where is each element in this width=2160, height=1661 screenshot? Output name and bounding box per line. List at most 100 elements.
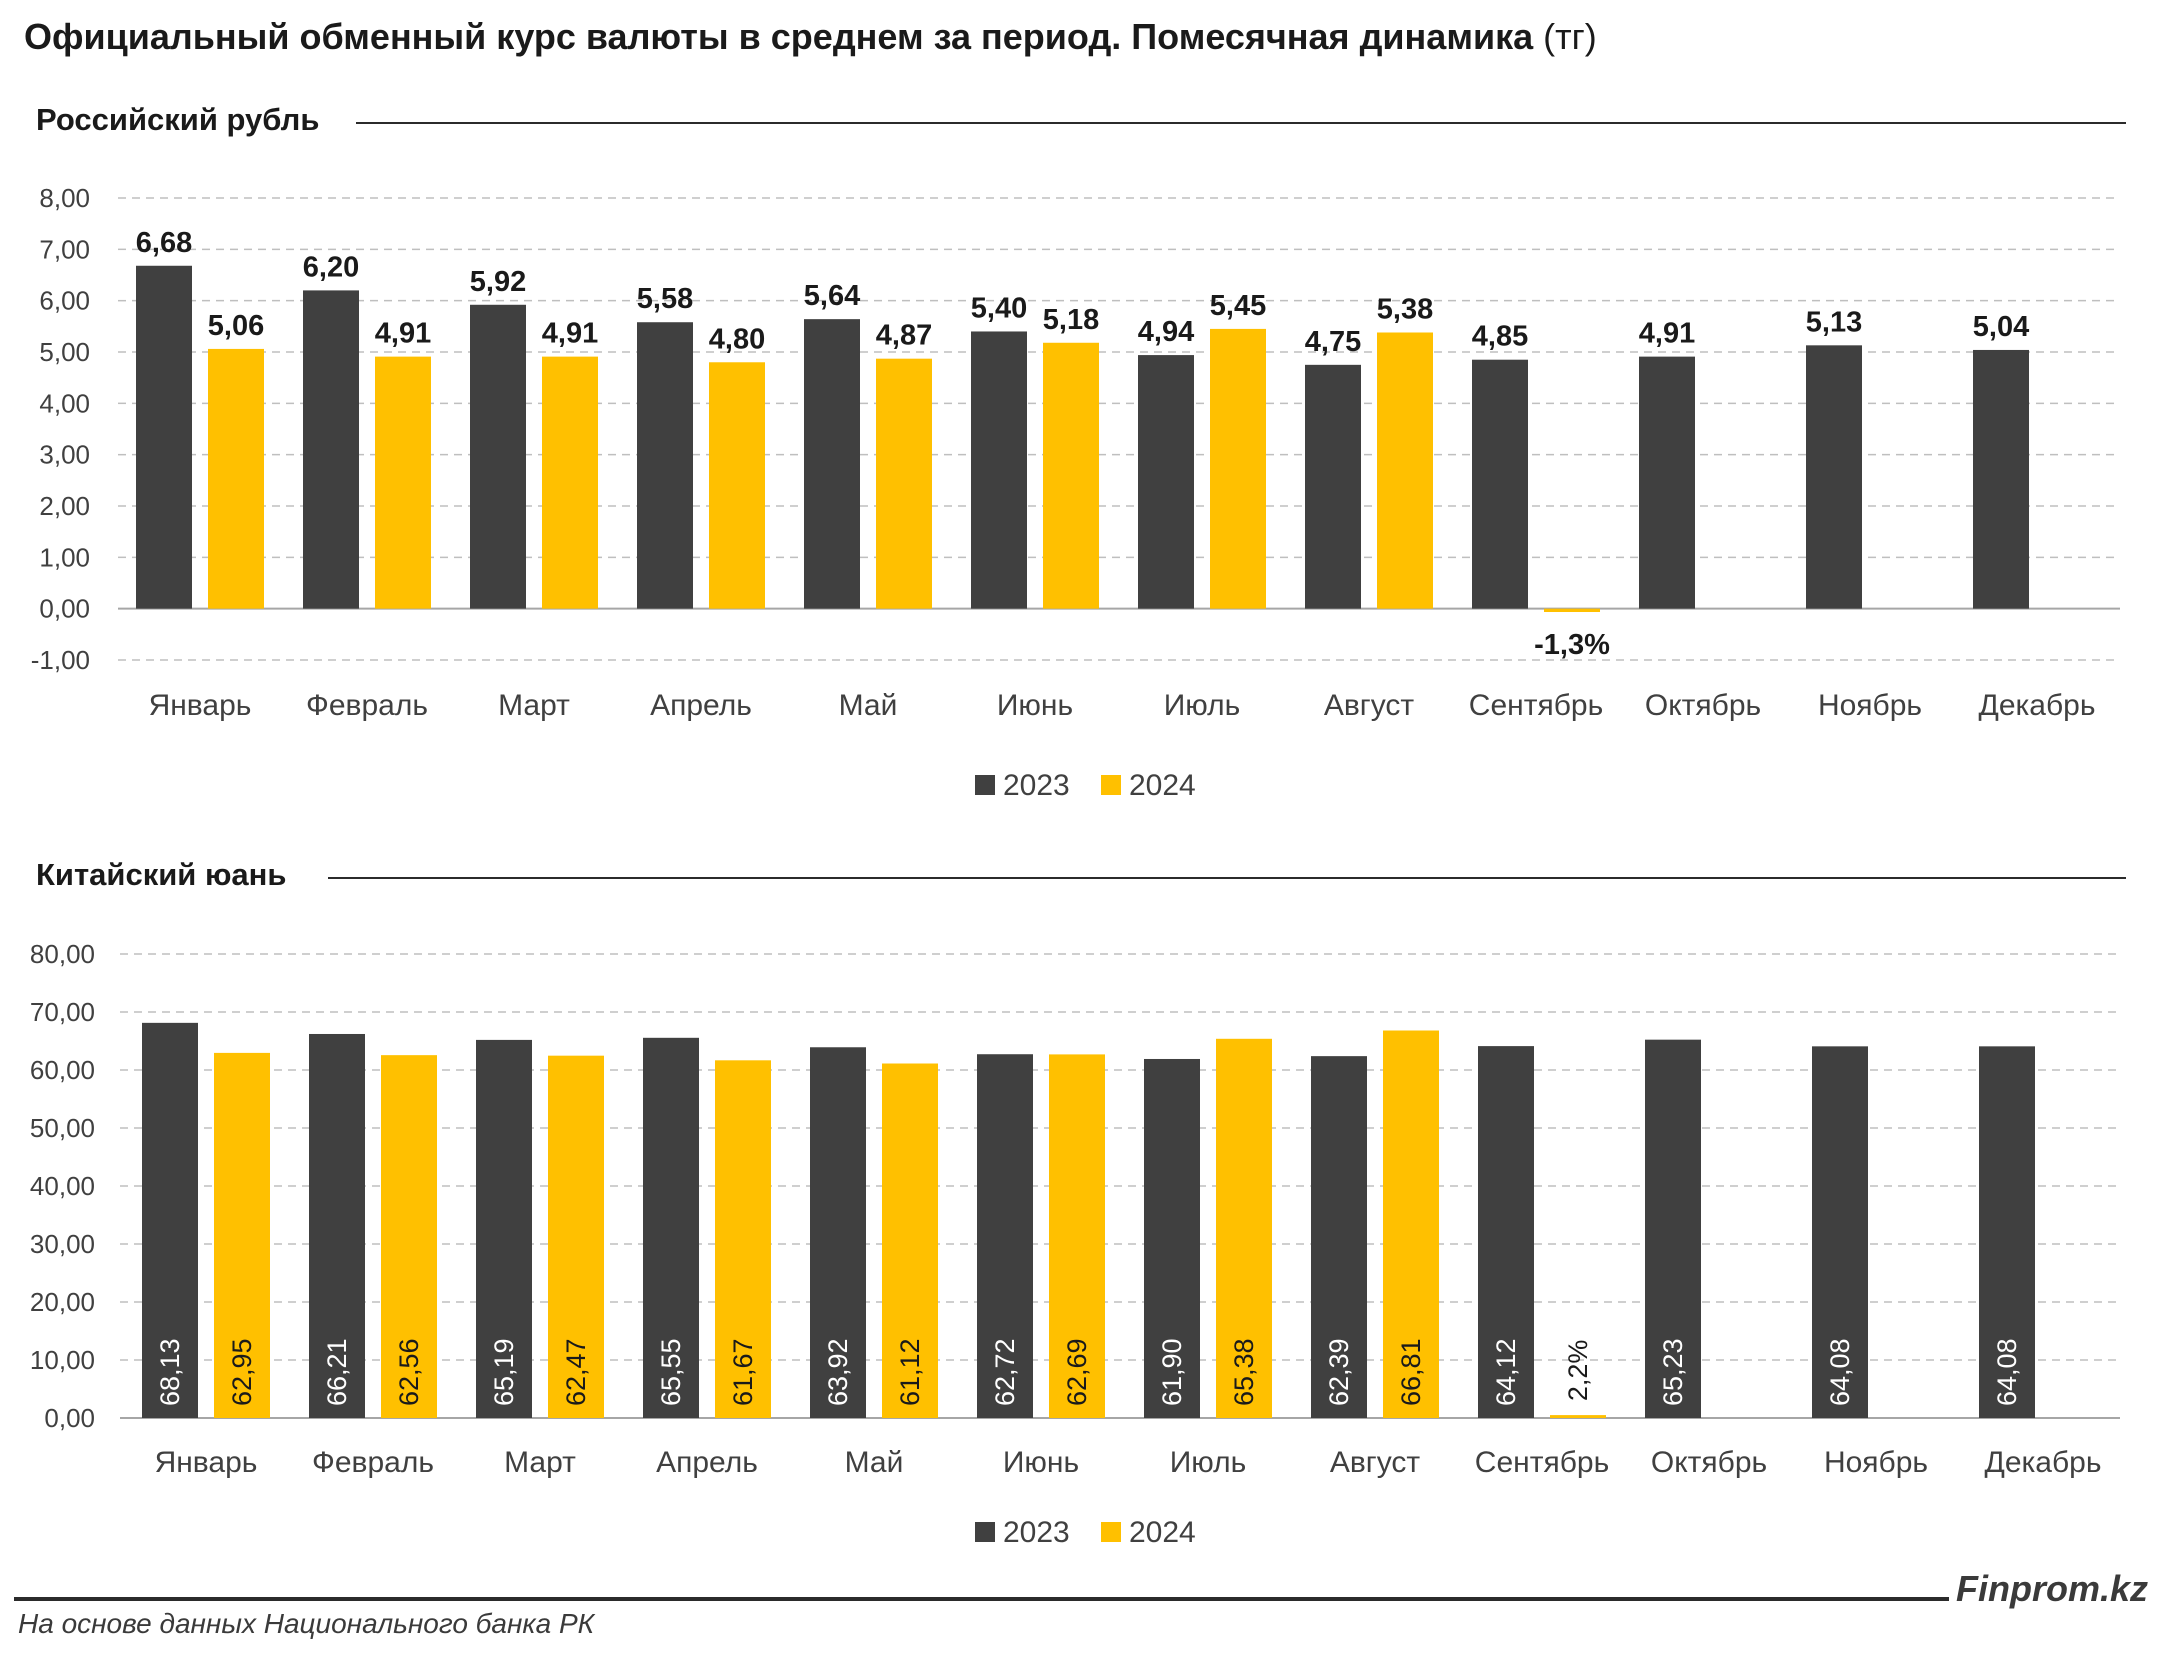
rub-bar-2024 (1210, 328, 1266, 609)
data-label: 4,85 (1472, 321, 1528, 353)
data-label: 4,91 (1639, 318, 1695, 350)
legend-label: 2024 (1129, 769, 1196, 802)
data-label: 62,56 (394, 1338, 424, 1406)
cny-bar-2023 (1478, 1046, 1534, 1418)
rub-section-header: Российский рубль (36, 102, 2126, 142)
data-label: 5,18 (1043, 304, 1099, 336)
legend-swatch-2024 (1101, 775, 1121, 795)
category-label: Апрель (650, 689, 752, 722)
category-label: Октябрь (1651, 1446, 1767, 1479)
y-tick-label: 80,00 (30, 939, 95, 969)
data-label: 62,47 (561, 1338, 591, 1406)
data-label: 65,38 (1229, 1338, 1259, 1406)
category-label: Февраль (306, 689, 428, 722)
rub-bar-2023 (303, 290, 359, 609)
category-label: Январь (155, 1446, 258, 1479)
rub-chart-title: Российский рубль (36, 102, 332, 138)
cny-bar-2024 (1049, 1054, 1105, 1418)
cny-bar-2024 (381, 1055, 437, 1418)
data-label: 4,80 (709, 323, 765, 355)
data-label: 68,13 (155, 1338, 185, 1406)
category-label: Январь (149, 689, 252, 722)
data-label: 66,81 (1396, 1338, 1426, 1406)
y-tick-label: 60,00 (30, 1055, 95, 1085)
rub-bar-2024 (375, 356, 431, 609)
data-label: 64,08 (1992, 1338, 2022, 1406)
cny-bar-2023 (1311, 1056, 1367, 1418)
data-label: 5,64 (804, 280, 860, 312)
cny-chart-title: Китайский юань (36, 857, 299, 893)
rub-bar-2023 (637, 322, 693, 609)
category-label: Август (1324, 689, 1415, 722)
rub-bar-2023 (136, 265, 192, 609)
rub-bar-2023 (1639, 356, 1695, 609)
data-label: 65,23 (1658, 1338, 1688, 1406)
rub-bar-2023 (804, 319, 860, 609)
data-label: 64,12 (1491, 1338, 1521, 1406)
data-label: 61,12 (895, 1338, 925, 1406)
y-tick-label: 8,00 (39, 183, 90, 213)
data-label: 62,69 (1062, 1338, 1092, 1406)
cny-section-header: Китайский юань (36, 857, 2126, 897)
category-label: Август (1330, 1446, 1421, 1479)
category-label: Декабрь (1985, 1446, 2102, 1479)
source-note: На основе данных Национального банка РК (18, 1608, 595, 1639)
cny-bar-2024 (1383, 1030, 1439, 1418)
cny-bar-2023 (810, 1047, 866, 1418)
category-label: Июнь (997, 689, 1073, 722)
data-label: 63,92 (823, 1338, 853, 1406)
y-tick-label: 1,00 (39, 542, 90, 572)
rub-bar-2023 (1806, 345, 1862, 609)
data-label: 5,92 (470, 266, 526, 298)
data-label: 61,67 (728, 1338, 758, 1406)
legend-swatch-2023 (975, 775, 995, 795)
rub-bar-2024 (208, 348, 264, 609)
rub-bar-2023 (1973, 349, 2029, 609)
title-text: Официальный обменный курс валюты в средн… (24, 16, 1534, 57)
y-tick-label: -1,00 (31, 645, 90, 675)
cny-bar-2023 (309, 1033, 365, 1418)
category-label: Декабрь (1979, 689, 2096, 722)
legend-label: 2023 (1003, 1516, 1070, 1549)
data-label: 61,90 (1157, 1338, 1187, 1406)
y-tick-label: 50,00 (30, 1113, 95, 1143)
data-label: 5,04 (1973, 311, 2029, 343)
rub-bar-2023 (1138, 355, 1194, 609)
data-label: 2,2% (1563, 1340, 1593, 1402)
rub-bar-2024 (709, 362, 765, 609)
y-tick-label: 5,00 (39, 337, 90, 367)
category-label: Май (845, 1446, 904, 1479)
rub-bar-2024 (876, 358, 932, 609)
data-label: 4,91 (542, 318, 598, 350)
cny-bar-2023 (1645, 1039, 1701, 1418)
cny-bar-2024 (1550, 1415, 1606, 1418)
category-label: Июнь (1003, 1446, 1079, 1479)
y-tick-label: 30,00 (30, 1229, 95, 1259)
rub-bar-2023 (470, 304, 526, 609)
cny-header-rule (328, 877, 2126, 879)
data-label: 6,20 (303, 251, 359, 283)
cny-bar-2024 (882, 1063, 938, 1418)
cny-bar-2023 (1144, 1058, 1200, 1418)
category-label: Сентябрь (1469, 689, 1603, 722)
data-label: 4,75 (1305, 326, 1361, 358)
data-label: 65,19 (489, 1338, 519, 1406)
data-label: 62,39 (1324, 1338, 1354, 1406)
cny-bar-2023 (476, 1039, 532, 1418)
category-label: Июль (1164, 689, 1241, 722)
rub-bar-2024 (1377, 332, 1433, 609)
category-label: Март (504, 1446, 576, 1479)
cny-bar-2024 (715, 1060, 771, 1418)
category-label: Ноябрь (1824, 1446, 1928, 1479)
cny-chart: 0,00 10,00 20,00 30,00 40,00 50,00 60,00 70,00 8… (30, 939, 2120, 1549)
rub-chart: -1,00 0,00 1,00 2,00 3,00 4,00 5,00 6,00 7,00 8,0… (31, 183, 2120, 802)
category-label: Февраль (312, 1446, 434, 1479)
rub-bar-2023 (1305, 364, 1361, 609)
y-tick-label: 2,00 (39, 491, 90, 521)
cny-bar-2023 (1812, 1046, 1868, 1418)
data-label: 4,94 (1138, 316, 1194, 348)
cny-bar-2023 (1979, 1046, 2035, 1418)
category-label: Октябрь (1645, 689, 1761, 722)
data-label: 62,72 (990, 1338, 1020, 1406)
brand-logo: Finprom.kz (1955, 1568, 2148, 1609)
